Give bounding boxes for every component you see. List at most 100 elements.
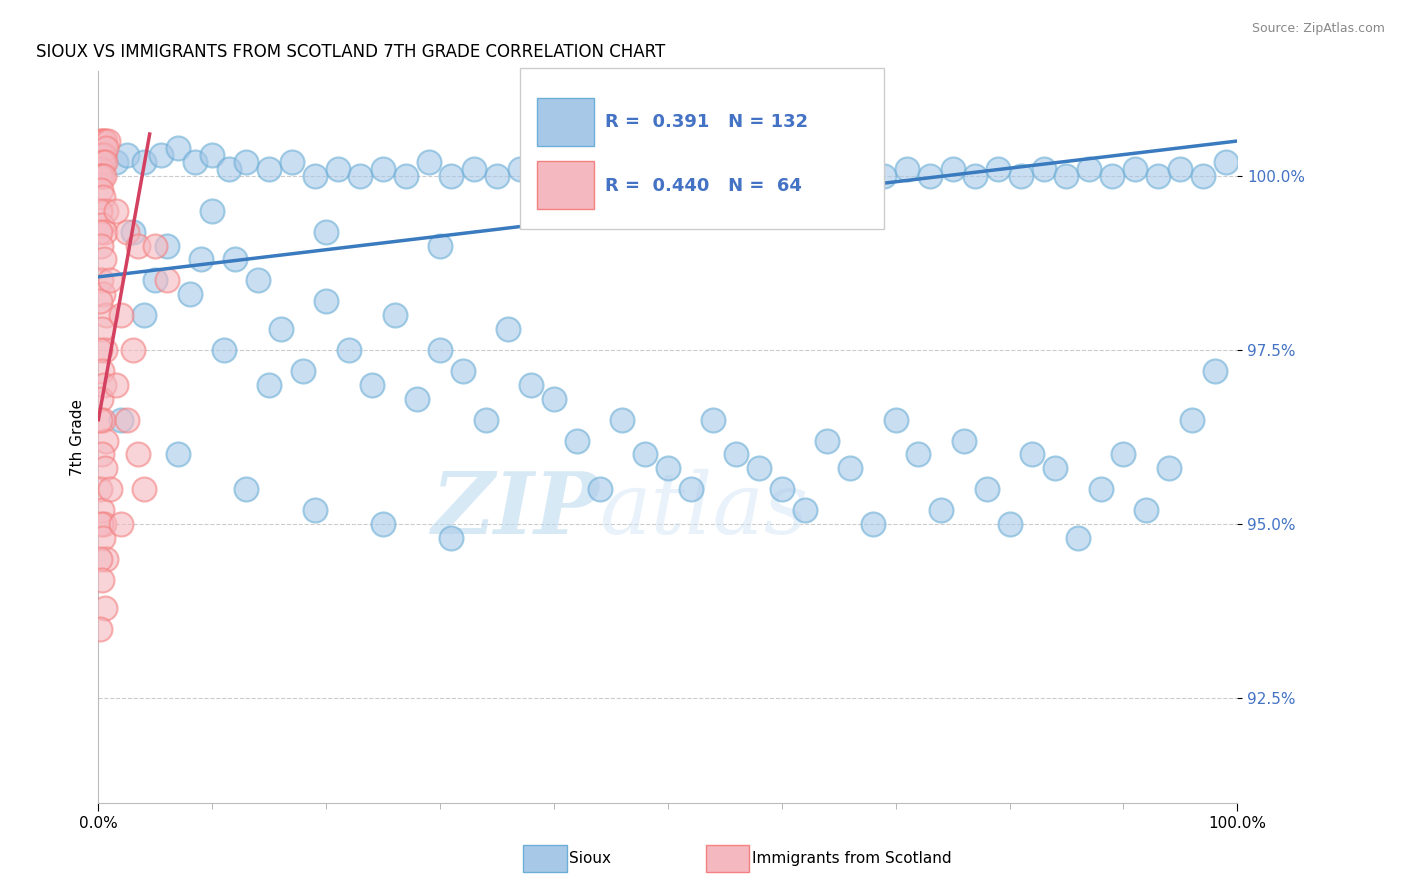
Point [1157, 461, 1180, 475]
Point [89, 225, 111, 239]
Point [451, 364, 474, 378]
Point [121, 343, 143, 357]
Point [1215, 155, 1237, 169]
Point [657, 461, 679, 475]
Point [201, 148, 224, 162]
Point [1170, 161, 1192, 176]
Point [281, 155, 304, 169]
Point [612, 412, 634, 426]
Point [121, 225, 143, 239]
Point [1181, 412, 1204, 426]
Point [90, 392, 112, 406]
Point [702, 412, 724, 426]
Point [91, 155, 114, 169]
Point [94, 461, 117, 475]
Point [759, 161, 782, 176]
Point [104, 377, 127, 392]
Point [96, 141, 118, 155]
Point [531, 169, 554, 183]
Point [90, 183, 112, 197]
Point [201, 203, 224, 218]
Point [150, 148, 173, 162]
Point [600, 169, 623, 183]
Point [246, 273, 269, 287]
Point [93, 377, 115, 392]
Point [520, 377, 543, 392]
Point [486, 169, 509, 183]
Point [104, 155, 127, 169]
Point [89, 148, 111, 162]
Point [1192, 169, 1215, 183]
Point [115, 148, 138, 162]
Text: R =  0.440   N =  64: R = 0.440 N = 64 [605, 178, 801, 195]
Point [90, 161, 112, 176]
Point [89, 343, 111, 357]
Point [110, 308, 132, 322]
Point [145, 273, 167, 287]
Point [1078, 161, 1101, 176]
Point [115, 225, 138, 239]
Point [235, 155, 257, 169]
Point [90, 503, 112, 517]
Point [793, 503, 815, 517]
Point [1123, 161, 1146, 176]
Point [509, 161, 531, 176]
Point [110, 412, 132, 426]
Point [965, 169, 987, 183]
Point [714, 161, 737, 176]
Point [440, 531, 463, 545]
Point [93, 134, 115, 148]
Point [93, 148, 115, 162]
Point [1135, 503, 1157, 517]
Point [90, 148, 112, 162]
Point [1101, 169, 1123, 183]
Point [463, 161, 485, 176]
Point [304, 169, 326, 183]
Point [218, 161, 240, 176]
Point [896, 161, 918, 176]
Point [1056, 169, 1078, 183]
Point [918, 169, 941, 183]
Point [804, 161, 827, 176]
Point [94, 225, 117, 239]
Point [440, 169, 463, 183]
Point [167, 141, 190, 155]
Point [179, 287, 201, 301]
Point [543, 392, 565, 406]
FancyBboxPatch shape [520, 68, 884, 228]
Point [679, 483, 702, 497]
Point [145, 238, 167, 252]
Point [235, 483, 257, 497]
Point [851, 161, 873, 176]
Point [224, 252, 246, 267]
Point [89, 134, 111, 148]
Point [96, 134, 118, 148]
Point [554, 155, 576, 169]
Point [815, 434, 838, 448]
Point [89, 622, 111, 636]
Point [93, 169, 115, 183]
Point [212, 343, 235, 357]
Point [96, 203, 118, 218]
Point [304, 503, 326, 517]
Text: Immigrants from Scotland: Immigrants from Scotland [752, 851, 952, 865]
Point [110, 517, 132, 532]
Point [782, 169, 804, 183]
Point [167, 448, 190, 462]
Point [623, 161, 645, 176]
Point [748, 461, 770, 475]
Point [634, 448, 657, 462]
Y-axis label: 7th Grade: 7th Grade [69, 399, 84, 475]
Point [89, 169, 111, 183]
Point [315, 225, 337, 239]
Point [1067, 531, 1090, 545]
Point [89, 203, 111, 218]
Point [862, 517, 884, 532]
Point [93, 252, 115, 267]
Point [91, 218, 114, 232]
Point [90, 169, 112, 183]
Text: R =  0.391   N = 132: R = 0.391 N = 132 [605, 112, 808, 131]
Point [737, 169, 759, 183]
Text: Sioux: Sioux [569, 851, 612, 865]
Point [270, 322, 292, 336]
